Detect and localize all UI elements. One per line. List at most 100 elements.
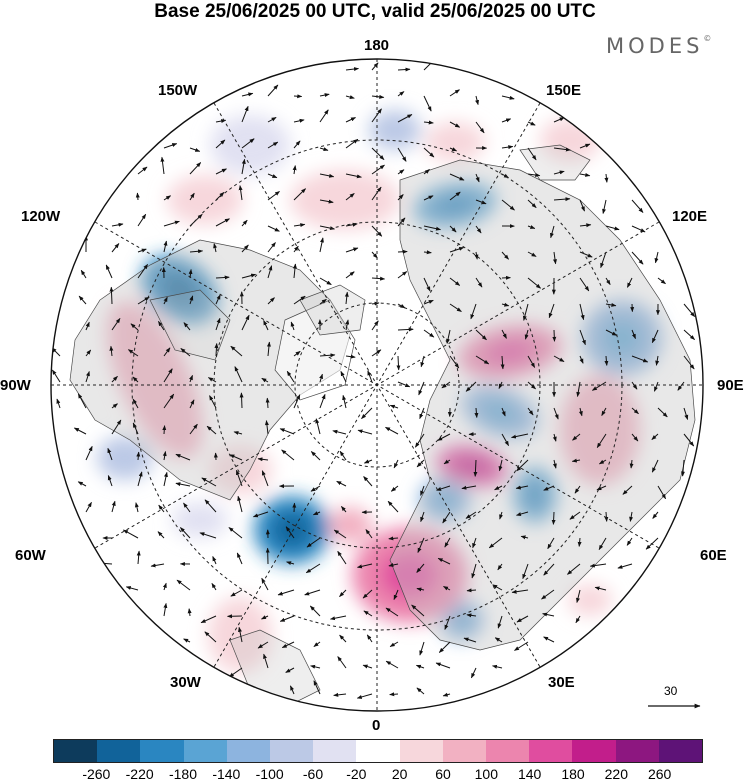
wind-vector <box>261 470 269 487</box>
wind-vector <box>596 485 607 491</box>
wind-vector <box>238 185 243 201</box>
wind-vector <box>604 173 609 183</box>
wind-vector <box>511 433 529 439</box>
wind-vector <box>657 277 666 285</box>
wind-vector <box>345 222 358 227</box>
wind-vector <box>319 373 323 383</box>
wind-vector <box>470 303 477 320</box>
wind-vector <box>344 291 349 305</box>
wind-vector <box>366 634 373 643</box>
wind-vector <box>388 563 399 567</box>
wind-vector <box>204 631 217 643</box>
colorbar-segment <box>356 740 400 762</box>
wind-vector <box>189 423 198 435</box>
wind-vector <box>319 93 330 98</box>
wind-vector <box>423 120 434 125</box>
colorbar-tick-label: -220 <box>125 766 154 782</box>
anomaly-core-pos-siberia <box>484 338 536 366</box>
wind-vector <box>552 329 557 342</box>
wind-vector <box>397 271 408 279</box>
wind-vector <box>631 199 644 213</box>
wind-vector <box>345 67 359 72</box>
wind-vector <box>187 608 192 617</box>
wind-vector <box>522 563 529 580</box>
wind-vector <box>77 481 87 487</box>
wind-vector <box>189 374 193 383</box>
wind-vector <box>435 662 451 669</box>
wind-vector <box>267 242 276 253</box>
wind-vector <box>312 511 321 516</box>
wind-vector <box>577 537 582 547</box>
wind-vector <box>527 251 537 257</box>
wind-vector <box>357 563 373 569</box>
wind-vector <box>206 425 217 435</box>
wind-vector <box>137 213 147 227</box>
wind-vector <box>77 393 87 409</box>
wind-vector <box>286 370 295 383</box>
wind-vector <box>446 329 451 344</box>
wind-vector <box>137 166 148 175</box>
wind-vector <box>267 116 277 123</box>
colorbar <box>53 739 703 763</box>
wind-vector <box>293 350 301 357</box>
wind-vector <box>553 197 571 202</box>
wind-vector <box>313 641 321 647</box>
wind-vector <box>362 664 373 669</box>
wind-vector <box>475 225 482 234</box>
wind-vector <box>499 511 503 520</box>
wind-vector <box>601 407 607 417</box>
wind-vector <box>589 563 607 568</box>
wind-vector <box>215 294 221 305</box>
wind-vector <box>576 381 581 397</box>
wind-vector <box>576 589 581 603</box>
wind-vector <box>442 511 451 524</box>
wind-vector <box>385 660 399 669</box>
wind-vector <box>137 296 150 305</box>
wind-vector <box>371 94 385 99</box>
wind-vector <box>132 398 139 409</box>
wind-vector <box>345 193 355 201</box>
wind-vector <box>631 329 636 340</box>
wind-vector <box>80 269 87 279</box>
wind-vector <box>553 170 565 175</box>
wind-vector <box>158 504 165 513</box>
wind-vector <box>441 381 451 389</box>
wind-vector <box>442 692 451 697</box>
wind-vector <box>631 433 639 442</box>
wind-vector <box>345 95 355 100</box>
wind-vector <box>163 471 168 487</box>
wind-vector <box>449 225 457 233</box>
wind-vector <box>215 218 230 227</box>
wind-vector <box>449 355 460 369</box>
wind-vector <box>175 453 191 461</box>
wind-vector <box>389 692 399 697</box>
wind-vector <box>339 450 347 461</box>
wind-vector <box>365 529 373 539</box>
wind-vector <box>385 607 399 617</box>
wind-vector <box>444 615 451 630</box>
colorbar-tick-label: -180 <box>168 766 198 782</box>
wind-vector <box>265 397 270 409</box>
wind-vector <box>211 582 217 591</box>
wind-vector <box>527 147 537 161</box>
wind-vector <box>319 353 336 358</box>
wind-vector <box>107 475 113 487</box>
wind-vector <box>543 563 555 576</box>
wind-vector <box>180 348 191 357</box>
wind-vector <box>163 240 168 253</box>
wind-vector <box>163 296 168 305</box>
wind-vector <box>279 615 295 622</box>
wind-vector <box>541 589 555 600</box>
wind-vector <box>527 225 536 229</box>
wind-vector <box>229 454 243 461</box>
wind-vector <box>189 399 195 409</box>
wind-vector <box>204 499 217 513</box>
wind-vector <box>515 485 529 490</box>
colorbar-tick-label: -100 <box>255 766 284 782</box>
wind-vector <box>397 327 414 332</box>
wind-vector <box>436 485 451 491</box>
wind-vector <box>472 537 477 549</box>
wind-vector <box>654 251 659 264</box>
wind-vector <box>85 321 90 331</box>
wind-vector <box>516 615 529 623</box>
